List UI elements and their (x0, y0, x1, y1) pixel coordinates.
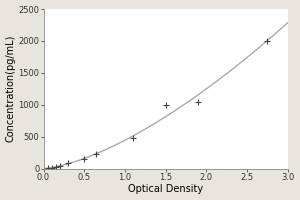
Point (57, 164, 62, 168)
Point (163, 103, 168, 106)
Point (49, 166, 54, 169)
Point (131, 136, 136, 139)
Point (94, 153, 99, 156)
Point (196, 100, 201, 103)
Point (65, 162, 70, 165)
X-axis label: Optical Density: Optical Density (128, 184, 203, 194)
Point (53, 165, 58, 169)
Point (265, 39, 270, 43)
Y-axis label: Concentration(pg/mL): Concentration(pg/mL) (6, 35, 16, 142)
Point (82, 157, 87, 161)
Point (45, 167, 50, 170)
